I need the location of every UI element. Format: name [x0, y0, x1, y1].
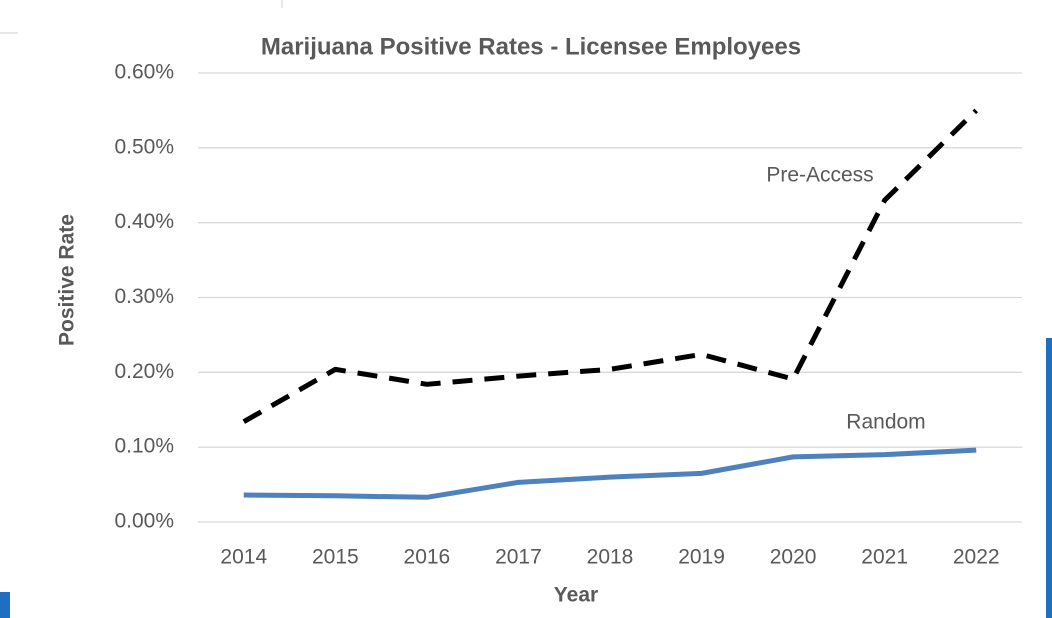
series-line	[243, 447, 977, 500]
y-tick-label: 0.60%	[114, 61, 174, 84]
x-axis-title: Year	[554, 584, 598, 607]
chart-title: Marijuana Positive Rates - Licensee Empl…	[261, 33, 801, 60]
x-tick-label: 2017	[495, 546, 542, 569]
y-tick-label: 0.30%	[114, 285, 174, 308]
x-tick-label: 2016	[404, 546, 451, 569]
x-tick-label: 2018	[587, 546, 634, 569]
y-tick-label: 0.50%	[114, 135, 174, 158]
series-label: Random	[846, 411, 925, 434]
side-bar	[1046, 338, 1052, 618]
corner-bar	[0, 592, 10, 618]
x-tick-label: 2015	[312, 546, 359, 569]
x-tick-label: 2019	[678, 546, 725, 569]
x-tick-label: 2014	[220, 546, 267, 569]
y-tick-label: 0.20%	[114, 360, 174, 383]
x-tick-label: 2022	[953, 546, 1000, 569]
x-tick-label: 2021	[861, 546, 908, 569]
y-axis-title: Positive Rate	[56, 214, 79, 346]
series-line	[242, 108, 978, 424]
series-label: Pre-Access	[766, 164, 873, 187]
y-tick-label: 0.40%	[114, 210, 174, 233]
y-tick-label: 0.00%	[114, 510, 174, 533]
y-tick-label: 0.10%	[114, 435, 174, 458]
x-tick-label: 2020	[770, 546, 817, 569]
